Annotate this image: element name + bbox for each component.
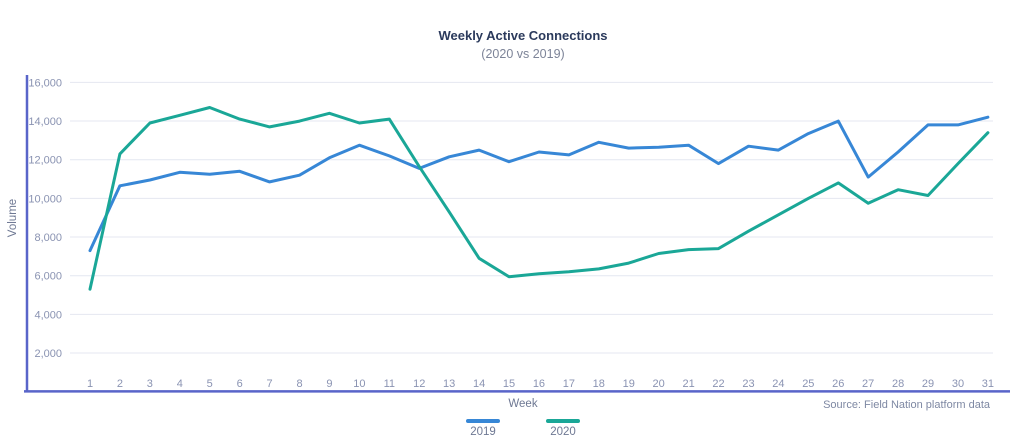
x-tick-label: 27: [862, 378, 874, 390]
series-line-2020: [88, 106, 990, 291]
x-tick-label: 5: [207, 378, 213, 390]
y-tick-label: 10,000: [28, 193, 62, 205]
x-tick-label: 1: [87, 378, 93, 390]
legend-label-2019: 2019: [470, 426, 496, 438]
x-tick-label: 22: [712, 378, 724, 390]
x-tick-label: 19: [623, 378, 635, 390]
x-tick-label: 24: [772, 378, 784, 390]
x-tick-label: 2: [117, 378, 123, 390]
x-tick-label: 18: [593, 378, 605, 390]
legend-item-2020[interactable]: 2020: [546, 419, 580, 438]
x-tick-label: 31: [982, 378, 994, 390]
y-tick-label: 8,000: [34, 232, 62, 244]
x-tick-label: 10: [353, 378, 365, 390]
x-tick-label: 12: [413, 378, 425, 390]
x-tick-label: 21: [682, 378, 694, 390]
y-tick-label: 16,000: [28, 77, 62, 89]
x-tick-label: 9: [326, 378, 332, 390]
source-note: Source: Field Nation platform data: [823, 399, 990, 411]
y-tick-label: 2,000: [34, 348, 62, 360]
x-tick-label: 11: [384, 378, 395, 390]
x-tick-label: 6: [237, 378, 243, 390]
chart-legend: 2019 2020: [20, 419, 1024, 438]
x-tick-label: 8: [296, 378, 302, 390]
y-axis-label: Volume: [7, 198, 19, 238]
x-tick-label: 3: [147, 378, 153, 390]
chart-title: Weekly Active Connections: [438, 28, 608, 43]
x-tick-label: 26: [832, 378, 844, 390]
y-tick-label: 14,000: [28, 116, 62, 128]
x-tick-label: 14: [473, 378, 485, 390]
x-tick-label: 20: [653, 378, 665, 390]
legend-swatch-2020: [546, 419, 580, 423]
x-tick-label: 29: [922, 378, 934, 390]
y-tick-label: 6,000: [34, 271, 62, 283]
line-chart: 2,0004,0006,0008,00010,00012,00014,00016…: [24, 75, 1010, 393]
legend-swatch-2019: [466, 419, 500, 423]
x-tick-label: 15: [503, 378, 515, 390]
x-tick-label: 28: [892, 378, 904, 390]
x-tick-label: 16: [533, 378, 545, 390]
y-tick-label: 12,000: [28, 155, 62, 167]
x-axis-label: Week: [508, 398, 538, 410]
x-tick-label: 17: [563, 378, 575, 390]
legend-label-2020: 2020: [550, 426, 576, 438]
legend-item-2019[interactable]: 2019: [466, 419, 500, 438]
x-tick-label: 4: [177, 378, 183, 390]
x-tick-label: 30: [952, 378, 964, 390]
x-tick-label: 25: [802, 378, 814, 390]
y-tick-label: 4,000: [34, 309, 62, 321]
chart-subtitle: (2020 vs 2019): [481, 47, 565, 61]
x-tick-label: 23: [742, 378, 754, 390]
series-line-2019: [88, 115, 990, 253]
x-tick-label: 13: [443, 378, 455, 390]
x-tick-label: 7: [267, 378, 273, 390]
